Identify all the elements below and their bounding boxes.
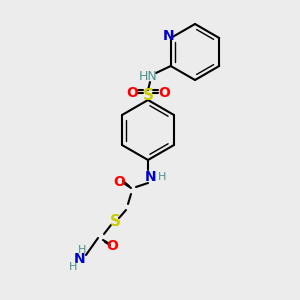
Text: O: O: [113, 175, 125, 189]
Text: H: H: [78, 245, 86, 255]
Text: O: O: [158, 86, 170, 100]
Text: N: N: [163, 29, 175, 43]
Text: HN: HN: [139, 70, 158, 83]
Text: H: H: [158, 172, 166, 182]
Text: O: O: [106, 239, 118, 253]
Text: N: N: [74, 252, 86, 266]
Text: S: S: [110, 214, 121, 230]
Text: H: H: [69, 262, 77, 272]
Text: S: S: [142, 88, 154, 103]
Text: N: N: [145, 170, 157, 184]
Text: O: O: [126, 86, 138, 100]
